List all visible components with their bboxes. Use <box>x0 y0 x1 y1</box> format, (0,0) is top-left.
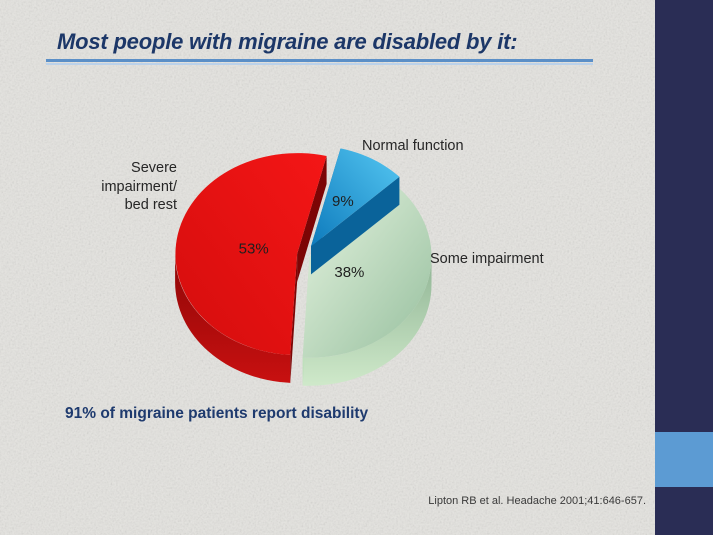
side-band <box>655 0 713 535</box>
pie-pct-label: 53% <box>239 241 269 258</box>
pie-slice-side-wall <box>302 256 432 386</box>
pie-slice-2: 53% <box>175 153 327 383</box>
pie-slice-edge-wall <box>311 148 341 275</box>
label-some-impairment: Some impairment <box>430 251 544 267</box>
pie-pct-label: 38% <box>334 264 364 281</box>
pie-slice-edge-wall <box>290 254 298 383</box>
pie-slice-top <box>311 148 400 247</box>
citation-text: Lipton RB et al. Headache 2001;41:646-65… <box>428 495 646 507</box>
pie-slice-top <box>302 187 432 358</box>
title-underline-main <box>46 59 593 62</box>
pie-pct-label: 9% <box>332 193 354 210</box>
title-underline-light <box>46 63 593 65</box>
page-title: Most people with migraine are disabled b… <box>57 29 518 54</box>
pie-slice-side-wall <box>175 254 291 383</box>
pie-slice-edge-wall <box>302 256 310 386</box>
label-normal-function: Normal function <box>362 138 464 154</box>
title-underline <box>46 59 593 65</box>
pie-slice-1: 38% <box>302 187 432 386</box>
accent-square <box>655 432 713 487</box>
pie-slice-edge-wall <box>311 176 400 275</box>
label-severe-impairment: Severe impairment/ bed rest <box>101 160 177 213</box>
conclusion-text: 91% of migraine patients report disabili… <box>65 405 369 422</box>
paper-texture-overlay <box>0 0 655 535</box>
pie-slice-top <box>175 153 327 355</box>
pie-slice-edge-wall <box>297 156 327 282</box>
pie-slice-edge-wall <box>309 187 398 285</box>
pie-slice-0: 9% <box>311 148 400 275</box>
